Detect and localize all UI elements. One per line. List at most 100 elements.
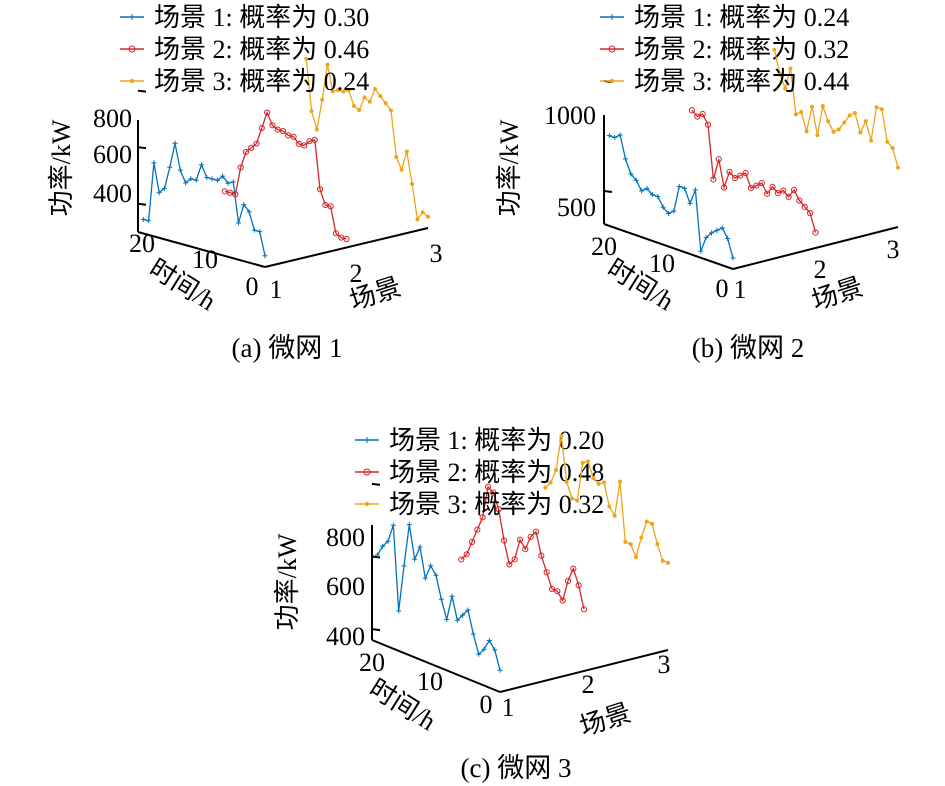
data-point-s3 — [634, 555, 638, 560]
data-point-s2 — [269, 122, 276, 129]
x-tick-label: 1 — [270, 275, 283, 304]
x-tick-label: 2 — [814, 255, 827, 284]
data-point-s1 — [633, 177, 639, 183]
data-point-s2 — [479, 514, 486, 521]
panel-title: (b) 微网 2 — [692, 333, 804, 363]
data-point-s2 — [532, 528, 540, 535]
data-point-s3 — [879, 107, 884, 112]
data-point-s1 — [251, 227, 257, 233]
data-point-s2 — [769, 183, 776, 190]
data-point-s3 — [351, 103, 356, 108]
data-point-s2 — [221, 188, 228, 195]
data-point-s1 — [709, 230, 714, 236]
data-point-s2 — [468, 538, 476, 546]
data-point-s2 — [316, 186, 324, 193]
data-point-s2 — [796, 197, 803, 204]
data-point-s3 — [644, 519, 649, 524]
legend-marker — [129, 14, 135, 20]
data-point-s2 — [538, 552, 545, 559]
data-point-s3 — [896, 165, 900, 170]
data-point-s1 — [225, 180, 231, 186]
data-point-s1 — [692, 187, 698, 193]
x-axis-line — [732, 226, 899, 270]
data-point-s1 — [428, 563, 434, 569]
z-tick-mark — [371, 555, 381, 559]
x-tick-label: 2 — [350, 259, 363, 288]
data-point-s2 — [490, 489, 497, 496]
y-tick-label: 20 — [591, 232, 617, 261]
data-point-s1 — [649, 192, 655, 198]
data-point-s1 — [444, 617, 450, 623]
data-point-s1 — [623, 156, 628, 162]
data-point-s1 — [644, 185, 650, 191]
legend-label-2: 场景 2: 概率为 0.32 — [634, 35, 849, 64]
x-tick-label: 3 — [887, 235, 900, 264]
x-tick-label: 3 — [658, 650, 671, 679]
data-point-s2 — [295, 140, 302, 148]
data-point-s1 — [460, 612, 466, 618]
data-point-s3 — [410, 182, 415, 187]
data-point-s2 — [253, 140, 260, 147]
data-point-s1 — [628, 171, 634, 177]
data-point-s2 — [801, 203, 808, 210]
data-point-s2 — [242, 148, 250, 156]
legend-label-2: 场景 2: 概率为 0.46 — [154, 35, 369, 64]
z-tick-label: 800 — [326, 523, 365, 552]
data-point-s2 — [522, 546, 529, 553]
z-tick-mark — [603, 190, 613, 193]
data-point-s2 — [807, 210, 814, 217]
data-point-s2 — [580, 606, 588, 613]
data-point-s1 — [612, 135, 618, 141]
data-point-s3 — [623, 539, 628, 544]
data-point-s2 — [747, 185, 755, 192]
data-point-s2 — [495, 506, 502, 513]
data-point-s2 — [306, 138, 313, 145]
data-point-s3 — [810, 104, 814, 109]
y-tick-label: 10 — [417, 667, 443, 696]
data-point-s2 — [559, 597, 566, 604]
data-point-s3 — [799, 109, 804, 114]
data-point-s3 — [836, 127, 841, 132]
legend-label-2: 场景 2: 概率为 0.48 — [389, 458, 604, 487]
series-line-3 — [305, 58, 429, 222]
data-point-s2 — [258, 124, 265, 132]
legend-marker — [609, 14, 615, 20]
data-point-s1 — [199, 162, 204, 168]
y-axis-line — [137, 231, 266, 268]
data-point-s3 — [815, 133, 820, 138]
z-tick-label: 1000 — [544, 101, 596, 130]
data-point-s2 — [710, 176, 717, 183]
data-point-s3 — [309, 109, 314, 114]
z-tick-label: 400 — [326, 622, 365, 651]
data-point-s1 — [236, 220, 242, 226]
data-point-s2 — [264, 109, 271, 116]
legend-label-3: 场景 3: 概率为 0.44 — [634, 67, 849, 96]
data-point-s3 — [383, 101, 388, 106]
data-point-s1 — [497, 667, 503, 673]
data-point-s3 — [612, 513, 617, 518]
series-line-2 — [691, 109, 817, 233]
data-point-s2 — [726, 168, 733, 175]
data-point-s3 — [858, 130, 863, 135]
x-axis-line — [264, 227, 429, 268]
data-point-s3 — [847, 113, 852, 118]
data-point-s3 — [831, 129, 836, 134]
data-point-s1 — [390, 522, 396, 528]
data-point-s1 — [687, 200, 693, 206]
z-axis-label: 功率/kW — [273, 533, 302, 630]
data-point-s3 — [650, 521, 654, 526]
data-point-s3 — [336, 88, 341, 93]
data-point-s1 — [666, 211, 671, 216]
z-tick-mark — [137, 89, 147, 93]
data-point-s2 — [554, 588, 561, 595]
y-tick-label: 20 — [359, 648, 385, 677]
data-point-s1 — [481, 646, 487, 652]
data-point-s2 — [764, 190, 771, 197]
data-point-s3 — [596, 481, 601, 486]
data-point-s1 — [151, 160, 157, 166]
data-point-s2 — [575, 582, 582, 589]
y-tick-label: 0 — [246, 272, 259, 301]
x-tick-label: 1 — [734, 275, 747, 304]
data-point-s1 — [177, 167, 183, 173]
